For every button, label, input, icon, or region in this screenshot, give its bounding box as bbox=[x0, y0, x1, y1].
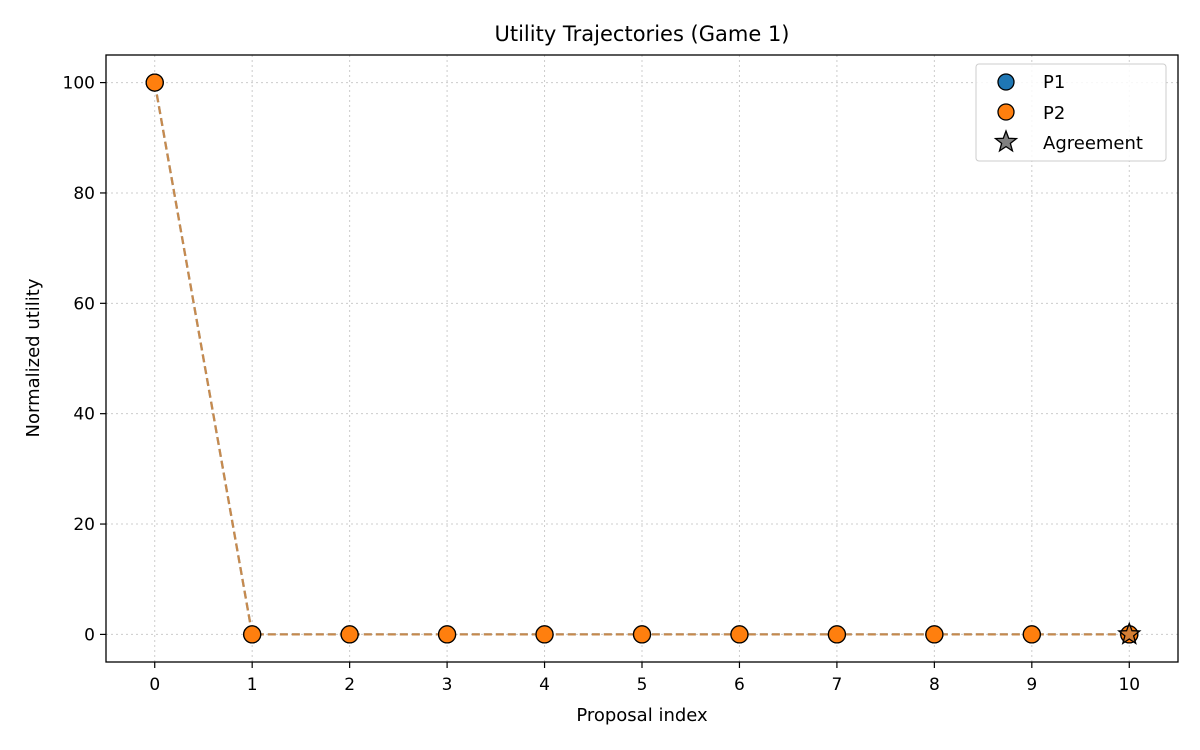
legend-label-p1: P1 bbox=[1043, 72, 1065, 93]
legend-marker-agreement bbox=[993, 129, 1019, 153]
data-point-p2 bbox=[827, 625, 847, 644]
data-point-p2 bbox=[535, 625, 554, 644]
x-tick-label: 3 bbox=[442, 675, 453, 695]
x-tick-label: 2 bbox=[344, 675, 355, 695]
legend-label-agreement: Agreement bbox=[1043, 133, 1143, 154]
data-point-p2 bbox=[340, 625, 359, 644]
x-tick-label: 9 bbox=[1026, 675, 1037, 695]
chart-title: Utility Trajectories (Game 1) bbox=[494, 22, 789, 46]
data-point-p2 bbox=[730, 625, 749, 644]
y-axis-ticks: 0 20 40 60 80 100 bbox=[63, 74, 106, 645]
legend-box bbox=[975, 63, 1167, 162]
agreement-markers bbox=[1117, 621, 1142, 645]
y-tick-label: 40 bbox=[73, 405, 95, 425]
x-tick-label: 4 bbox=[539, 675, 550, 695]
x-tick-label: 5 bbox=[637, 675, 648, 695]
legend-label-p2: P2 bbox=[1043, 103, 1065, 124]
data-point-p2 bbox=[632, 625, 652, 644]
x-axis-ticks: 0 1 2 3 4 5 6 7 8 9 10 bbox=[149, 662, 1140, 695]
data-point-p2 bbox=[437, 625, 457, 644]
legend-marker-p1 bbox=[997, 73, 1015, 91]
x-tick-label: 0 bbox=[149, 675, 160, 695]
x-tick-label: 1 bbox=[247, 675, 258, 695]
x-tick-label: 10 bbox=[1118, 675, 1140, 695]
x-axis-label: Proposal index bbox=[576, 705, 708, 726]
agreement-star bbox=[1117, 621, 1142, 645]
data-point-p2 bbox=[925, 625, 944, 644]
x-tick-label: 7 bbox=[831, 675, 842, 695]
x-tick-label: 8 bbox=[929, 675, 940, 695]
data-point-p2 bbox=[1022, 625, 1041, 644]
y-tick-label: 20 bbox=[73, 515, 95, 535]
x-tick-label: 6 bbox=[734, 675, 745, 695]
y-tick-label: 60 bbox=[73, 294, 95, 314]
y-axis-label: Normalized utility bbox=[23, 278, 44, 437]
data-point-p2 bbox=[145, 73, 164, 92]
legend-marker-p2 bbox=[997, 103, 1015, 121]
y-tick-label: 100 bbox=[63, 74, 95, 94]
y-tick-label: 80 bbox=[73, 184, 95, 204]
legend: P1 P2 Agreement bbox=[975, 63, 1167, 162]
y-tick-label: 0 bbox=[84, 625, 95, 645]
data-point-p2 bbox=[243, 625, 262, 644]
